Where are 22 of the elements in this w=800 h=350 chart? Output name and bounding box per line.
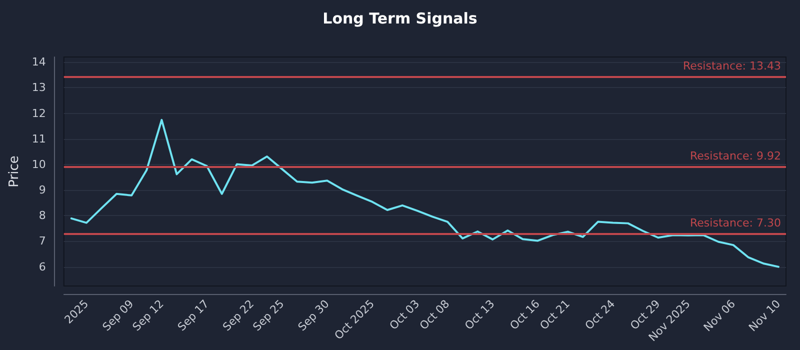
- y-tick-label: 8: [38, 209, 46, 222]
- y-tick-label: 11: [32, 132, 46, 146]
- x-tick-label: Oct 24: [582, 297, 618, 332]
- chart-title: Long Term Signals: [322, 10, 478, 28]
- ref-line-label: Resistance: 13.43: [683, 60, 781, 73]
- y-tick-label: 12: [32, 106, 46, 120]
- x-tick-label: Oct 13: [462, 297, 498, 332]
- x-tick-label: Oct 08: [417, 297, 452, 332]
- ref-line-label: Resistance: 7.30: [690, 216, 781, 230]
- line-series: [70, 118, 780, 268]
- y-tick-label: 14: [32, 56, 46, 69]
- y-tick-label: 9: [38, 184, 46, 197]
- y-tick-label: 7: [38, 234, 46, 248]
- x-tick-label: Nov 06: [701, 297, 738, 334]
- y-tick-label: 13: [32, 81, 46, 94]
- x-tick-label: Nov 10: [746, 297, 784, 334]
- ref-line-label: Resistance: 9.92: [690, 150, 781, 163]
- x-tick-label: Sep 30: [296, 297, 332, 334]
- y-tick-label: 10: [32, 158, 46, 171]
- x-tick-label: Sep 17: [175, 297, 212, 334]
- y-tick-label: 6: [38, 260, 46, 274]
- y-axis-title: Price: [7, 156, 22, 188]
